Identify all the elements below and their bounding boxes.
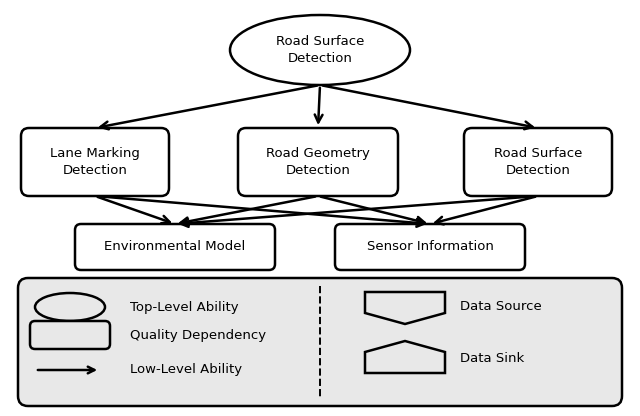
Text: Road Geometry
Detection: Road Geometry Detection [266,147,370,177]
Text: Quality Dependency: Quality Dependency [130,329,266,342]
Text: Sensor Information: Sensor Information [367,240,493,253]
Text: Lane Marking
Detection: Lane Marking Detection [50,147,140,177]
Text: Road Surface
Detection: Road Surface Detection [276,35,364,65]
FancyBboxPatch shape [238,128,398,196]
Text: Environmental Model: Environmental Model [104,240,246,253]
Text: Low-Level Ability: Low-Level Ability [130,364,242,376]
Text: Road Surface
Detection: Road Surface Detection [494,147,582,177]
FancyBboxPatch shape [18,278,622,406]
FancyBboxPatch shape [30,321,110,349]
Ellipse shape [230,15,410,85]
Text: Top-Level Ability: Top-Level Ability [130,300,239,314]
FancyBboxPatch shape [464,128,612,196]
Text: Data Sink: Data Sink [460,352,524,364]
FancyBboxPatch shape [75,224,275,270]
Text: Data Source: Data Source [460,300,541,314]
Ellipse shape [35,293,105,321]
Polygon shape [365,292,445,324]
FancyBboxPatch shape [21,128,169,196]
FancyBboxPatch shape [335,224,525,270]
Polygon shape [365,341,445,373]
